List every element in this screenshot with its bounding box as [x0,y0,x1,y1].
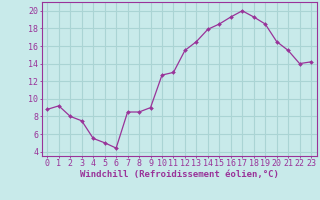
X-axis label: Windchill (Refroidissement éolien,°C): Windchill (Refroidissement éolien,°C) [80,170,279,179]
